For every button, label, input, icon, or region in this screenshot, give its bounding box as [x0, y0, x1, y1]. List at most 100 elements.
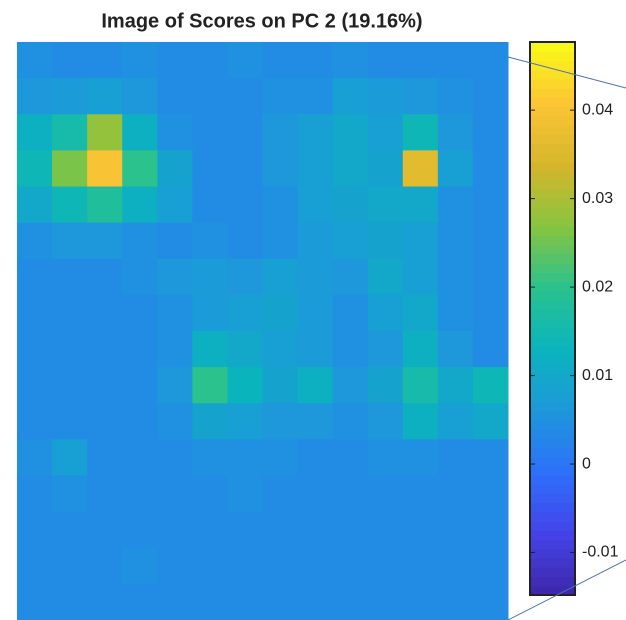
colorbar-swatch [530, 226, 575, 237]
colorbar-swatch [530, 419, 575, 430]
colorbar-swatch [530, 97, 575, 108]
heat-cell [472, 547, 509, 585]
colorbar-swatch [530, 253, 575, 264]
heat-cell [367, 547, 404, 585]
heat-cell [472, 42, 509, 79]
heat-cell [367, 475, 404, 513]
heat-cell [437, 150, 474, 187]
heat-cell [437, 114, 474, 151]
colorbar-swatch [530, 78, 575, 89]
heat-cell [157, 331, 193, 368]
colorbar-swatch [530, 300, 575, 310]
colorbar-swatch [530, 392, 575, 402]
heat-cell [332, 583, 369, 620]
heat-cell [262, 547, 299, 585]
heat-cell [297, 114, 334, 151]
heat-cell [157, 186, 193, 224]
heat-cell [472, 583, 509, 620]
heat-cell [17, 511, 53, 549]
heat-cell [122, 439, 158, 476]
heat-cell [297, 78, 334, 115]
colorbar-swatch [530, 585, 575, 596]
heat-cell [122, 186, 158, 224]
heat-cell [87, 222, 123, 260]
heat-cell [262, 186, 299, 224]
heat-cell [87, 511, 123, 549]
heat-cell [297, 511, 334, 549]
image [17, 42, 509, 620]
heat-cell [297, 547, 334, 585]
heat-cell [367, 114, 404, 151]
heat-cell [227, 403, 263, 440]
heat-cell [192, 439, 228, 476]
heat-cell [192, 475, 228, 513]
heat-cell [332, 331, 369, 368]
heat-cell [472, 222, 509, 260]
heat-cell [227, 42, 263, 79]
heat-cell [297, 439, 334, 476]
heat-cell [157, 475, 193, 513]
colorbar-swatch [530, 548, 575, 559]
connector-line [507, 56, 626, 89]
heat-cell [367, 78, 404, 115]
heat-cell [332, 547, 369, 585]
heat-cell [227, 150, 263, 187]
heat-cell [17, 439, 53, 476]
heat-cell [192, 42, 228, 79]
heat-cell [332, 403, 369, 440]
heat-cell [17, 222, 53, 260]
heat-cell [17, 150, 53, 187]
colorbar-swatch [530, 42, 575, 52]
colorbar-swatch [530, 318, 575, 329]
heat-cell [192, 294, 228, 332]
heat-cell [297, 222, 334, 260]
heat-cell [402, 475, 439, 513]
heat-cell [52, 150, 88, 187]
colorbar-swatch [530, 290, 575, 301]
heat-cell [262, 294, 299, 332]
heat-cell [122, 511, 158, 549]
colorbar-swatch [530, 134, 575, 144]
heat-cell [192, 547, 228, 585]
heat-cell [332, 186, 369, 224]
heat-cell [297, 403, 334, 440]
heat-cell [17, 475, 53, 513]
colorbar-swatch [530, 512, 575, 522]
heat-cell [367, 42, 404, 79]
heat-cell [87, 186, 123, 224]
heat-cell [472, 367, 509, 404]
heat-cell [227, 294, 263, 332]
colorbar-swatch [530, 309, 575, 319]
colorbar-swatch [530, 456, 575, 467]
heat-cell [437, 475, 474, 513]
heat-cell [402, 78, 439, 115]
heat-cell [157, 583, 193, 620]
heat-cell [157, 114, 193, 151]
heat-cell [262, 42, 299, 79]
colorbar-swatch [530, 438, 575, 449]
heat-cell [87, 150, 123, 187]
heat-cell [52, 78, 88, 115]
heat-cell [87, 403, 123, 440]
colorbar-swatch [530, 484, 575, 495]
colorbar-swatch [530, 576, 575, 587]
colorbar-swatch [530, 410, 575, 421]
heat-cell [367, 367, 404, 404]
heat-cell [17, 42, 53, 79]
colorbar-tick-label: -0.01 [582, 544, 619, 561]
heat-cell [52, 331, 88, 368]
heat-cell [17, 294, 53, 332]
heat-cell [437, 511, 474, 549]
heat-cell [437, 439, 474, 476]
heat-cell [192, 78, 228, 115]
colorbar-tick-label: 0.01 [582, 367, 613, 384]
heat-cell [122, 294, 158, 332]
heat-cell [367, 331, 404, 368]
heat-cell [297, 150, 334, 187]
heat-cell [52, 114, 88, 151]
heat-cell [87, 114, 123, 151]
heat-cell [227, 222, 263, 260]
colorbar-swatch [530, 244, 575, 255]
heat-cell [402, 511, 439, 549]
